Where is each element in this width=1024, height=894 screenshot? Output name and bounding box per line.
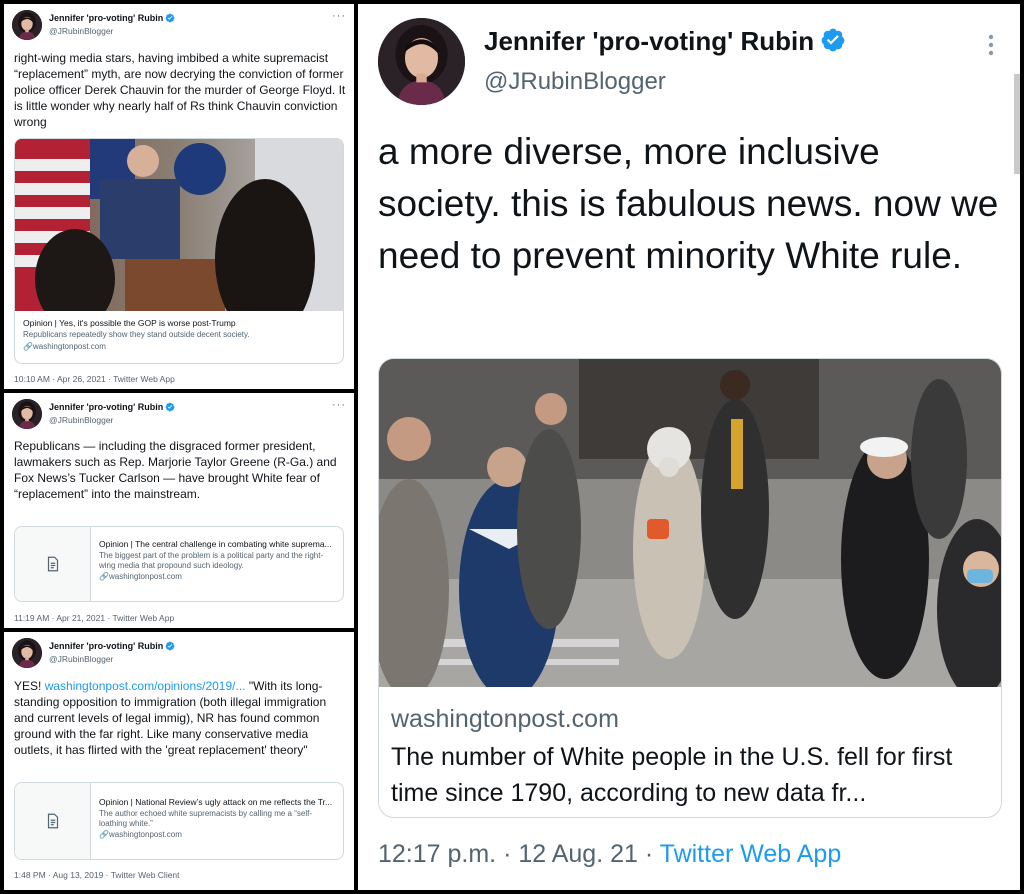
verified-badge-icon [165,13,175,23]
tweet-header: Jennifer 'pro-voting' Rubin @JRubinBlogg… [12,638,346,670]
verified-badge-icon [165,641,175,651]
tweet-source[interactable]: Twitter Web App [659,840,842,868]
card-title: Opinion | The central challenge in comba… [99,539,332,549]
author-name[interactable]: Jennifer 'pro-voting' Rubin [49,402,164,412]
tweet-text: YES! washingtonpost.com/opinions/2019/..… [14,678,346,758]
author-name[interactable]: Jennifer 'pro-voting' Rubin [484,26,815,56]
tweet-text-prefix: YES! [14,679,45,693]
article-image [15,139,343,311]
link-chain-icon: 🔗 [23,342,33,351]
card-domain: washingtonpost.com [32,342,106,351]
article-document-icon [44,812,62,830]
card-domain: washingtonpost.com [391,705,619,733]
tweet-text: a more diverse, more inclusive society. … [378,131,999,276]
tweet-link[interactable]: washingtonpost.com/opinions/2019/... [44,679,246,693]
card-description: The author echoed white supremacists by … [99,809,312,828]
article-image [379,359,1001,687]
tweet-timestamp[interactable]: 1:48 PM · Aug 13, 2019 · Twitter Web Cli… [14,870,180,880]
link-card[interactable]: Opinion | National Review’s ugly attack … [14,782,344,860]
card-title: The number of White people in the U.S. f… [391,743,953,807]
card-description: Republicans repeatedly show they stand o… [23,330,250,339]
tweet-header: Jennifer 'pro-voting' Rubin @JRubinBlogg… [12,399,346,431]
author-name[interactable]: Jennifer 'pro-voting' Rubin [49,641,164,651]
tweet-text: Republicans — including the disgraced fo… [14,439,337,501]
more-dots-icon[interactable] [988,34,994,56]
author-handle[interactable]: @JRubinBlogger [484,68,666,95]
card-description: The biggest part of the problem is a pol… [99,551,324,570]
tweet-header: Jennifer 'pro-voting' Rubin @JRubinBlogg… [12,10,346,42]
avatar[interactable] [12,399,42,429]
tweet-panel-main: Jennifer 'pro-voting' Rubin @JRubinBlogg… [358,4,1020,890]
article-document-icon [44,555,62,573]
verified-badge-icon [165,402,175,412]
verified-badge-icon [820,27,846,53]
link-chain-icon: 🔗 [99,572,109,581]
card-title: Opinion | Yes, it's possible the GOP is … [23,318,236,328]
tweet-text: right-wing media stars, having imbibed a… [14,51,346,129]
avatar[interactable] [12,10,42,40]
tweet-panel-1: Jennifer 'pro-voting' Rubin @JRubinBlogg… [4,4,354,389]
more-dots-icon[interactable]: ··· [332,10,346,22]
more-dots-icon[interactable]: ··· [332,399,346,411]
avatar[interactable] [12,638,42,668]
tweet-time[interactable]: 12:17 p.m. · 12 Aug. 21 · [378,840,660,868]
avatar[interactable] [378,18,465,105]
card-title: Opinion | National Review’s ugly attack … [99,797,333,807]
scrollbar[interactable] [1014,74,1020,174]
tweet-timestamp[interactable]: 10:10 AM · Apr 26, 2021 · Twitter Web Ap… [14,374,175,384]
tweet-panel-2: Jennifer 'pro-voting' Rubin @JRubinBlogg… [4,393,354,628]
tweet-timestamp[interactable]: 11:19 AM · Apr 21, 2021 · Twitter Web Ap… [14,613,175,623]
card-domain: washingtonpost.com [108,830,182,839]
author-handle[interactable]: @JRubinBlogger [49,654,114,664]
link-card[interactable]: Opinion | Yes, it's possible the GOP is … [14,138,344,364]
tweet-timestamp: 12:17 p.m. · 12 Aug. 21 · Twitter Web Ap… [378,840,841,869]
author-handle[interactable]: @JRubinBlogger [49,26,114,36]
author-handle[interactable]: @JRubinBlogger [49,415,114,425]
author-name[interactable]: Jennifer 'pro-voting' Rubin [49,13,164,23]
link-chain-icon: 🔗 [99,830,109,839]
link-card[interactable]: Opinion | The central challenge in comba… [14,526,344,602]
tweet-panel-3: Jennifer 'pro-voting' Rubin @JRubinBlogg… [4,632,354,890]
card-domain: washingtonpost.com [108,572,182,581]
link-card[interactable]: washingtonpost.com The number of White p… [378,358,1002,818]
tweet-text-suffix: "With its long-standing opposition to im… [14,679,327,757]
